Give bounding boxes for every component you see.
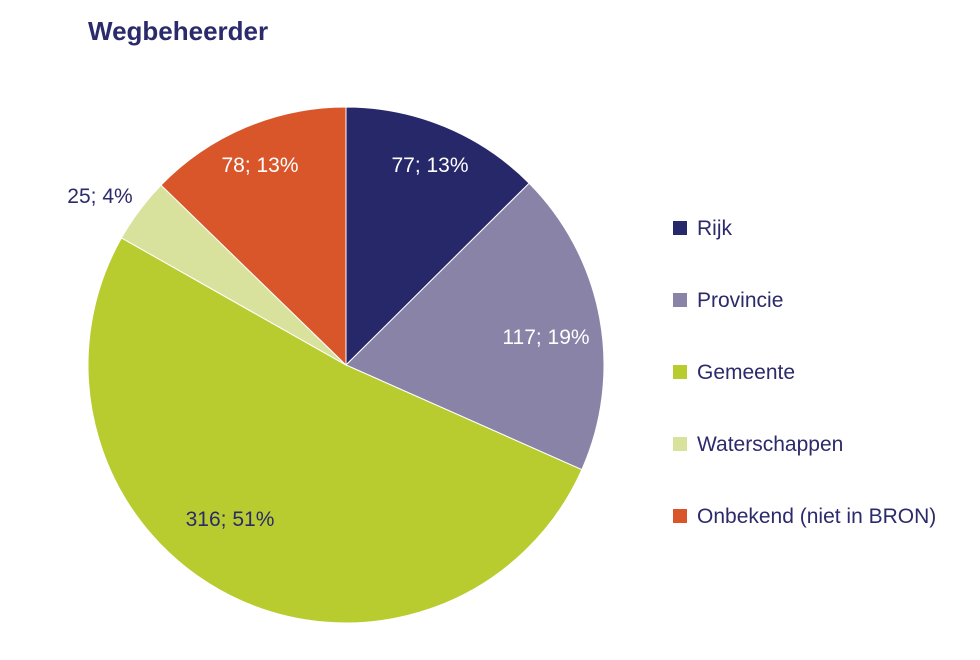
legend-label: Waterschappen — [697, 433, 843, 456]
legend-swatch — [673, 365, 687, 379]
chart-title: Wegbeheerder — [88, 16, 269, 46]
pie-data-labels: 77; 13% 117; 19% 316; 51% 25; 4% 78; 13% — [67, 154, 589, 531]
pie-slice-gemeente — [87, 237, 583, 624]
pie-slices — [87, 106, 605, 624]
legend-label: Provincie — [697, 289, 783, 312]
legend: Rijk Provincie Gemeente Waterschappen Onbeke… — [673, 217, 936, 528]
legend-label: Onbekend (niet in BRON) — [697, 505, 936, 528]
data-label-provincie: 117; 19% — [502, 326, 589, 349]
data-label-onbekend-niet-in-bron: 78; 13% — [221, 154, 298, 177]
legend-swatch — [673, 221, 687, 235]
data-label-gemeente: 316; 51% — [186, 508, 275, 531]
legend-swatch — [673, 509, 687, 523]
legend-swatch — [673, 437, 687, 451]
legend-label: Gemeente — [697, 361, 795, 384]
pie-slice-onbekend-niet-in-bron — [160, 106, 347, 367]
pie-slice-provincie — [345, 182, 605, 471]
legend-label: Rijk — [697, 217, 732, 240]
legend-swatch — [673, 293, 687, 307]
pie-slice-rijk — [345, 106, 530, 367]
data-label-rijk: 77; 13% — [391, 154, 468, 177]
data-label-waterschappen: 25; 4% — [67, 185, 132, 208]
